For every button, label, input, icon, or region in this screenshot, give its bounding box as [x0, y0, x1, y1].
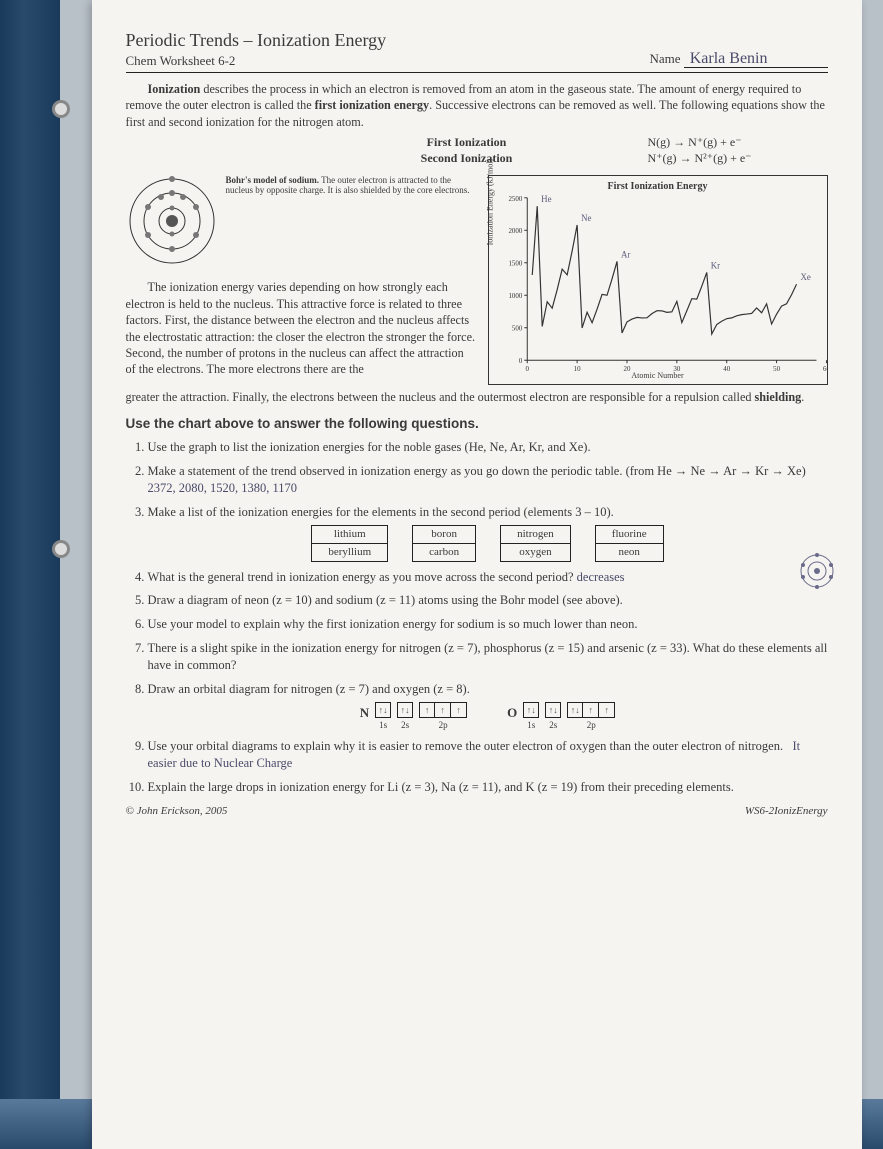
question-4: What is the general trend in ionization …: [148, 569, 828, 586]
chart-xlabel: Atomic Number: [489, 371, 827, 382]
title-block: Periodic Trends – Ionization Energy Chem…: [126, 28, 387, 70]
question-8: Draw an orbital diagram for nitrogen (z …: [148, 681, 828, 731]
page-subtitle: Chem Worksheet 6-2: [126, 52, 387, 70]
ionization-energy-chart: First Ionization Energy Ionization Energ…: [488, 175, 828, 385]
footer: © John Erickson, 2005 WS6-2IonizEnergy: [126, 804, 828, 819]
svg-text:1000: 1000: [508, 293, 522, 300]
svg-text:Ar: Ar: [620, 249, 629, 259]
question-5: Draw a diagram of neon (z = 10) and sodi…: [148, 592, 828, 609]
oxygen-orbital: O ↑↓1s ↑↓2s ↑↓↑↑2p: [507, 702, 615, 731]
svg-text:2000: 2000: [508, 228, 522, 235]
question-2: Make a statement of the trend observed i…: [148, 463, 828, 497]
binder-edge: [0, 0, 60, 1149]
svg-text:Ne: Ne: [581, 213, 591, 223]
chart-ylabel: Ionization Energy (kJ/mol): [485, 159, 496, 246]
question-1: Use the graph to list the ionization ene…: [148, 439, 828, 456]
question-7: There is a slight spike in the ionizatio…: [148, 640, 828, 674]
student-bohr-sketch: [792, 551, 842, 591]
term-first-ie: first ionization energy: [315, 98, 429, 112]
copyright: © John Erickson, 2005: [126, 804, 228, 819]
chart-svg: 050010001500200025000102030405060HeNeArK…: [489, 176, 827, 384]
equation-labels: First Ionization Second Ionization: [286, 134, 648, 166]
term-shielding: shielding: [755, 390, 802, 404]
question-10: Explain the large drops in ionization en…: [148, 779, 828, 796]
o-label: O: [507, 704, 517, 722]
question-list: Use the graph to list the ionization ene…: [126, 439, 828, 795]
term-ionization: Ionization: [148, 82, 201, 96]
svg-text:0: 0: [518, 358, 522, 365]
element-tables: lithiumberyllium boroncarbon nitrogenoxy…: [148, 525, 828, 562]
question-6: Use your model to explain why the first …: [148, 616, 828, 633]
nitrogen-orbital: N ↑↓1s ↑↓2s ↑↑↑2p: [360, 702, 467, 731]
header: Periodic Trends – Ionization Energy Chem…: [126, 28, 828, 73]
orbital-diagrams: N ↑↓1s ↑↓2s ↑↑↑2p O ↑↓1s ↑↓2s ↑↓↑↑2p: [148, 702, 828, 731]
name-label: Name: [649, 51, 680, 66]
elem-table-2: boroncarbon: [412, 525, 476, 562]
name-value: Karla Benin: [684, 50, 828, 68]
eq-first: N(g) → N⁺(g) + e⁻: [648, 134, 828, 150]
elem-table-3: nitrogenoxygen: [500, 525, 571, 562]
intro-paragraph: Ionization describes the process in whic…: [126, 81, 828, 130]
binder-ring: [52, 100, 70, 118]
worksheet-id: WS6-2IonizEnergy: [745, 804, 828, 819]
equations: N(g) → N⁺(g) + e⁻ N⁺(g) → N²⁺(g) + e⁻: [648, 134, 828, 166]
body-paragraph: The ionization energy varies depending o…: [126, 279, 476, 378]
binder-ring: [52, 540, 70, 558]
n-label: N: [360, 704, 369, 722]
name-field: Name Karla Benin: [649, 48, 827, 70]
elem-table-1: lithiumberyllium: [311, 525, 388, 562]
body-paragraph-cont: greater the attraction. Finally, the ele…: [126, 389, 828, 405]
chart-title: First Ionization Energy: [489, 180, 827, 194]
q2-answer: 2372, 2080, 1520, 1380, 1170: [148, 481, 298, 495]
worksheet-page: Periodic Trends – Ionization Energy Chem…: [92, 0, 862, 1149]
bohr-row: Bohr's model of sodium. The outer electr…: [126, 175, 476, 271]
first-ionization-label: First Ionization: [286, 134, 648, 150]
equation-row: First Ionization Second Ionization N(g) …: [126, 134, 828, 166]
section-heading: Use the chart above to answer the follow…: [126, 415, 828, 433]
q4-answer: decreases: [577, 570, 625, 584]
elem-table-4: fluorineneon: [595, 525, 664, 562]
svg-text:500: 500: [511, 325, 522, 332]
svg-text:Kr: Kr: [710, 260, 719, 270]
eq-second: N⁺(g) → N²⁺(g) + e⁻: [648, 150, 828, 166]
bohr-caption-title: Bohr's model of sodium.: [226, 175, 320, 185]
svg-text:He: He: [541, 194, 551, 204]
bohr-model-diagram: [126, 175, 218, 271]
mid-block: Bohr's model of sodium. The outer electr…: [126, 175, 828, 385]
svg-text:Xe: Xe: [800, 272, 810, 282]
left-column: Bohr's model of sodium. The outer electr…: [126, 175, 476, 385]
question-3: Make a list of the ionization energies f…: [148, 504, 828, 562]
question-9: Use your orbital diagrams to explain why…: [148, 738, 828, 772]
bohr-caption: Bohr's model of sodium. The outer electr…: [226, 175, 476, 197]
page-title: Periodic Trends – Ionization Energy: [126, 28, 387, 52]
svg-text:1500: 1500: [508, 260, 522, 267]
svg-text:2500: 2500: [508, 195, 522, 202]
second-ionization-label: Second Ionization: [286, 150, 648, 166]
